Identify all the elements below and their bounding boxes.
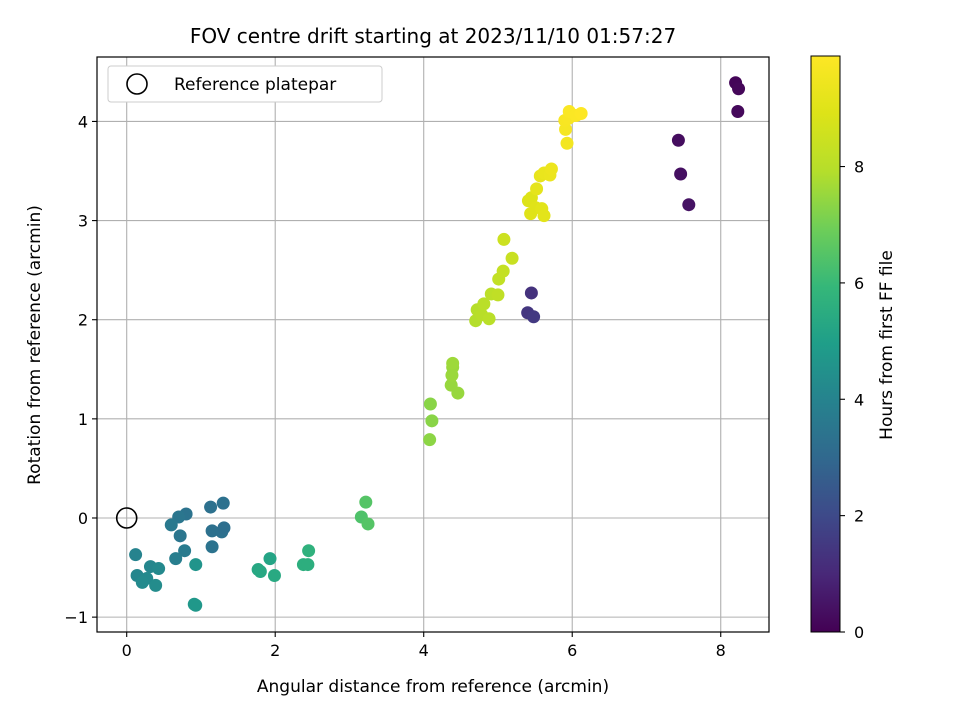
colorbar-tick-label: 4 [854, 390, 864, 409]
x-tick-label: 2 [270, 641, 280, 660]
data-point [302, 544, 316, 558]
x-tick-label: 0 [122, 641, 132, 660]
x-axis-ticks: 0 2 4 6 8 [122, 632, 726, 660]
data-point [574, 107, 588, 121]
data-point [216, 496, 230, 510]
data-point [674, 167, 688, 181]
data-point [152, 562, 166, 576]
y-tick-label: 2 [78, 311, 88, 330]
data-point [267, 568, 281, 582]
data-point [505, 251, 519, 265]
data-point [187, 597, 201, 611]
reference-platepar-marker [115, 507, 138, 529]
data-point [217, 521, 231, 535]
plot-frame [96, 56, 770, 633]
data-point [732, 82, 746, 96]
y-tick-label: 1 [78, 410, 88, 429]
colorbar-label: Hours from first FF file [877, 250, 897, 440]
data-point [135, 575, 149, 589]
data-point [524, 286, 538, 300]
data-point [173, 529, 187, 543]
reference-marker-group [115, 507, 138, 529]
data-point [189, 558, 203, 572]
data-point [477, 297, 491, 311]
data-point [497, 232, 511, 246]
grid [97, 57, 769, 632]
legend-entry-label: Reference platepar [174, 75, 336, 95]
y-tick-label: 4 [78, 112, 88, 131]
colorbar-tick-label: 8 [854, 158, 864, 177]
data-point [482, 312, 496, 326]
colorbar-tick-label: 6 [854, 274, 864, 293]
data-point [527, 310, 541, 324]
data-point [178, 544, 192, 558]
colorbar-tick-label: 2 [854, 507, 864, 526]
y-tick-label: 3 [78, 212, 88, 231]
data-point [560, 136, 574, 150]
data-point [425, 414, 439, 428]
data-point [444, 378, 458, 392]
data-point [446, 356, 460, 370]
legend: Reference platepar [107, 65, 383, 103]
data-point [253, 565, 267, 579]
data-point [544, 162, 558, 176]
data-point [530, 182, 544, 196]
data-point [263, 552, 277, 566]
data-point [671, 133, 685, 147]
data-point [205, 540, 219, 554]
x-axis-label: Angular distance from reference (arcmin) [257, 677, 609, 697]
data-point [129, 548, 143, 562]
data-point [496, 264, 510, 278]
legend-reference-marker [126, 73, 148, 95]
scatter-points [129, 76, 746, 612]
colorbar [810, 55, 841, 633]
data-point [731, 105, 745, 119]
chart-title: FOV centre drift starting at 2023/11/10 … [190, 24, 676, 48]
legend-box [107, 65, 383, 103]
data-point [537, 209, 551, 223]
data-point [149, 578, 163, 592]
data-point [169, 552, 183, 566]
colorbar-tick-label: 0 [854, 623, 864, 642]
y-axis-label: Rotation from reference (arcmin) [25, 205, 45, 485]
data-point [423, 433, 437, 447]
y-tick-label: 0 [78, 509, 88, 528]
data-point [164, 518, 178, 532]
data-point [361, 517, 375, 531]
y-axis-ticks: −1 0 1 2 3 4 [64, 112, 97, 627]
x-tick-label: 8 [716, 641, 726, 660]
data-point [301, 558, 315, 572]
data-point [204, 500, 218, 514]
x-tick-label: 4 [419, 641, 429, 660]
data-point [491, 288, 505, 302]
data-point [682, 198, 696, 212]
colorbar-ticks: 0 2 4 6 8 [840, 158, 864, 642]
data-point [423, 397, 437, 411]
data-point [205, 524, 219, 538]
y-tick-label: −1 [64, 608, 88, 627]
data-point [359, 495, 373, 509]
x-tick-label: 6 [567, 641, 577, 660]
